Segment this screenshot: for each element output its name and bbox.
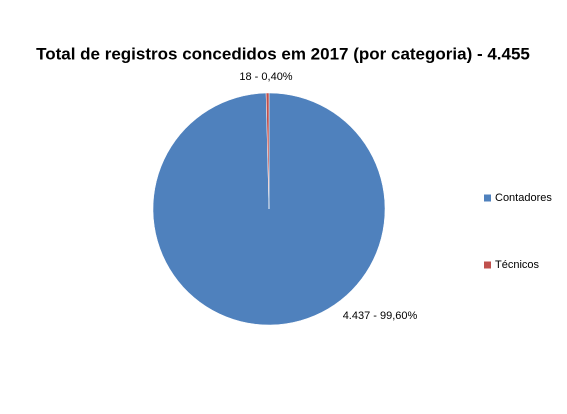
legend-swatch (484, 261, 491, 269)
legend-swatch (484, 194, 491, 202)
chart-title: Total de registros concedidos em 2017 (p… (36, 44, 530, 63)
data-label: 4.437 - 99,60% (343, 310, 418, 322)
legend-label: Contadores (495, 192, 552, 204)
pie-slice (265, 92, 270, 210)
data-label: 18 - 0,40% (239, 71, 292, 83)
legend-label: Técnicos (495, 259, 540, 271)
